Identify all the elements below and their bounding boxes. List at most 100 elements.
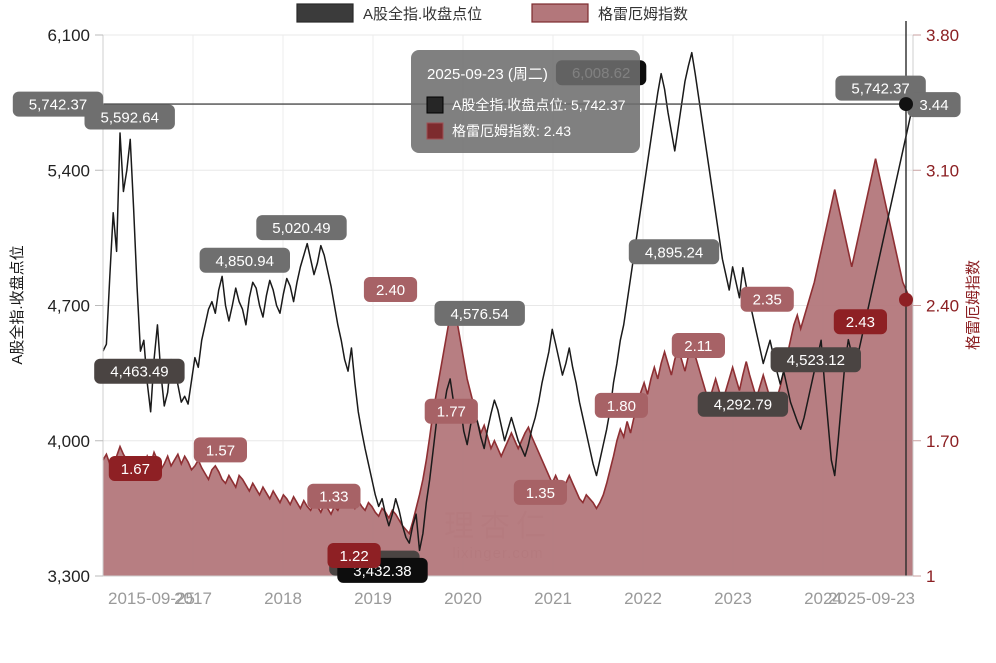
annotation-badge: 4,576.54 (434, 300, 525, 326)
legend-swatch[interactable] (296, 3, 354, 23)
badge-label: 4,523.12 (787, 352, 845, 369)
annotation-badge: 2.11 (671, 333, 725, 358)
badge-bg (193, 437, 247, 463)
axis-tick-label-right: 2.40 (926, 297, 959, 316)
annotation-badge: 5,742.37 (835, 75, 926, 101)
badge-bg (628, 239, 720, 265)
badge-bg (94, 358, 185, 384)
badge-label: 1.57 (206, 442, 235, 459)
badge-bg (833, 309, 887, 335)
axis-tick-label-bottom: 2020 (444, 589, 482, 608)
badge-bg (424, 398, 478, 424)
annotation-badge: 1.33 (307, 483, 361, 509)
axis-tick-label-bottom: 2017 (174, 589, 212, 608)
badge-bg (671, 333, 725, 358)
axis-title-right: 格雷厄姆指数 (965, 260, 982, 350)
axis-tick-label-left: 3,300 (47, 567, 90, 586)
badge-bg (770, 347, 861, 373)
tooltip[interactable]: 2025-09-23 (周二) A股全指.收盘点位: 5,742.37 格雷厄姆指数… (411, 50, 640, 153)
badge-bg (835, 75, 926, 101)
annotation-badge: 1.80 (594, 392, 648, 418)
axis-title-left: A股全指.收盘点位 (8, 245, 26, 364)
legend-label[interactable]: 格雷厄姆指数 (598, 6, 688, 23)
axis-tick-label-right: 3.10 (926, 161, 959, 180)
badge-bg (327, 543, 381, 568)
badge-label: 4,895.24 (645, 244, 703, 261)
axis-right: 3.80 3.10 2.40 1.70 1 (913, 26, 959, 586)
axis-tick-label-right: 1 (926, 567, 935, 586)
badge-label: 2.40 (376, 282, 405, 299)
annotation-badge: 1.35 (513, 479, 567, 505)
tooltip-row: A股全指.收盘点位: 5,742.37 (452, 97, 626, 113)
annotation-badge: 5,020.49 (256, 215, 347, 241)
annotation-badge: 5,742.37 (12, 91, 104, 117)
annotation-badge: 1.57 (193, 437, 247, 463)
annotation-badge: 4,292.79 (697, 391, 789, 417)
endpoint-dot-index (899, 97, 913, 112)
axis-tick-label-right: 3.80 (926, 26, 959, 45)
axis-tick-label-bottom: 2025-09-23 (828, 589, 915, 608)
badge-bg (12, 91, 104, 117)
badge-bg (907, 92, 961, 118)
badge-bg (84, 104, 175, 130)
badge-label: 2.43 (846, 314, 875, 331)
annotation-badge: 2.43 (833, 309, 887, 335)
badge-bg (594, 392, 648, 418)
badge-bg (256, 215, 347, 241)
tooltip-swatch (426, 96, 444, 114)
series-area-graham (103, 158, 913, 576)
legend: A股全指.收盘点位 格雷厄姆指数 (296, 3, 688, 23)
badge-bg (199, 247, 290, 273)
badge-label: 4,576.54 (450, 306, 508, 323)
axis-tick-label-bottom: 2023 (714, 589, 752, 608)
annotation-badge: 1.77 (424, 398, 478, 424)
axis-tick-label-left: 6,100 (47, 26, 90, 45)
badge-label: 1.77 (437, 404, 466, 421)
legend-label[interactable]: A股全指.收盘点位 (363, 5, 482, 23)
legend-swatch[interactable] (531, 3, 589, 23)
axis-tick-label-left: 4,000 (47, 432, 90, 451)
badge-label: 5,742.37 (29, 97, 87, 114)
badge-bg (108, 456, 162, 481)
annotation-badge: 3.44 (907, 92, 961, 118)
badge-label: 2.11 (684, 338, 712, 355)
series-line-index (102, 51, 914, 552)
annotation-badge: 1.22 (327, 543, 381, 568)
badge-label: 2.35 (753, 292, 782, 309)
annotation-badge: 4,523.12 (770, 347, 861, 373)
tooltip-bg (411, 50, 640, 153)
endpoint-dot-graham (899, 292, 913, 307)
tooltip-row: 格雷厄姆指数: 2.43 (452, 123, 571, 139)
badge-label: 4,292.79 (714, 397, 772, 414)
axis-tick-label-left: 4,700 (47, 297, 90, 316)
badge-bg (363, 277, 418, 302)
axis-tick-label-right: 1.70 (926, 432, 959, 451)
badge-label: 5,592.64 (101, 110, 159, 127)
axis-tick-label-bottom: 2021 (534, 589, 572, 608)
annotation-badge: 1.67 (108, 456, 162, 481)
tooltip-swatch (426, 122, 444, 140)
annotation-badge: 4,850.94 (199, 247, 290, 273)
badge-bg (697, 391, 789, 417)
tooltip-title: 2025-09-23 (周二) (427, 66, 548, 83)
badge-label: 3.44 (919, 97, 948, 114)
axis-tick-label-bottom: 2022 (624, 589, 662, 608)
badge-bg (513, 479, 567, 505)
badge-label: 5,020.49 (272, 220, 330, 237)
axis-tick-label-left: 5,400 (47, 161, 90, 180)
badge-label: 1.22 (339, 548, 368, 565)
annotation-badge: 2.35 (740, 286, 794, 312)
axis-tick-label-bottom: 2019 (354, 589, 392, 608)
badge-bg (434, 300, 525, 326)
badge-label: 4,463.49 (110, 364, 168, 381)
axis-tick-label-bottom: 2015-09-25 (108, 589, 195, 608)
badge-label: 5,742.37 (851, 81, 909, 98)
badge-bg (740, 286, 794, 312)
annotation-badge: 4,895.24 (628, 239, 720, 265)
badge-label: 1.80 (607, 398, 636, 415)
annotations: 5,742.37 5,592.64 4,463.49 4,850.94 5,020.49… (12, 60, 961, 583)
badge-label: 1.35 (526, 485, 555, 502)
annotation-badge: 2.40 (363, 277, 418, 302)
